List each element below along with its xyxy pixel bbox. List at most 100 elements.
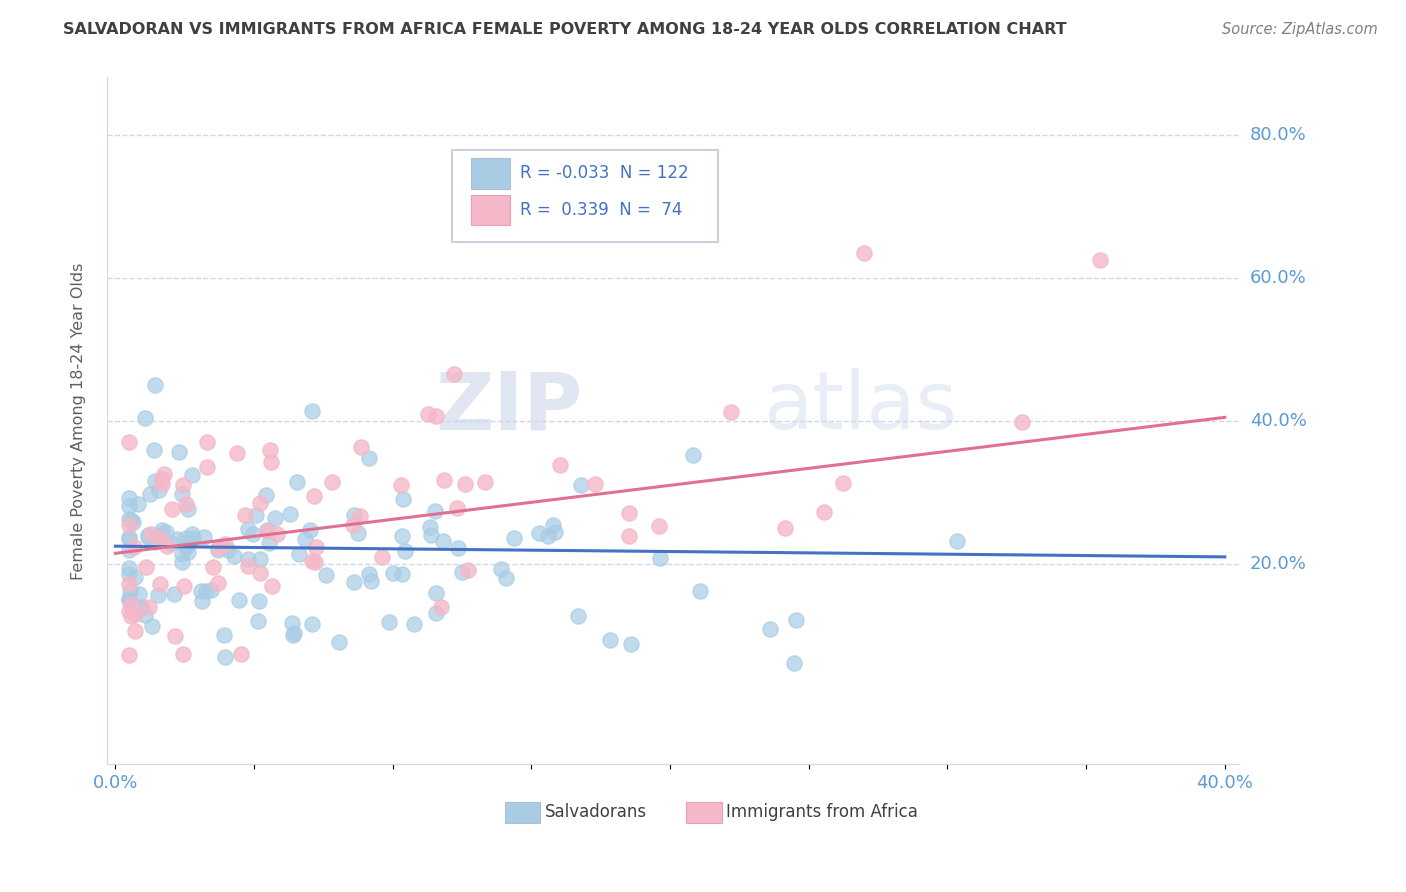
Point bbox=[163, 630, 186, 644]
Point bbox=[495, 571, 517, 585]
Point bbox=[120, 583, 142, 598]
Point bbox=[299, 523, 322, 537]
Point bbox=[212, 628, 235, 642]
Point bbox=[254, 487, 277, 501]
Point bbox=[418, 407, 440, 421]
Point bbox=[173, 579, 195, 593]
Point bbox=[541, 518, 564, 533]
Point bbox=[156, 539, 179, 553]
Point bbox=[177, 501, 200, 516]
Point bbox=[301, 617, 323, 632]
Point bbox=[360, 574, 382, 588]
Point bbox=[391, 528, 413, 542]
Point bbox=[139, 527, 162, 541]
Point bbox=[118, 491, 141, 506]
Point bbox=[302, 489, 325, 503]
Point bbox=[301, 554, 323, 568]
Point bbox=[120, 513, 142, 527]
Point bbox=[689, 583, 711, 598]
Point bbox=[166, 533, 188, 547]
Point bbox=[304, 555, 326, 569]
Point bbox=[425, 409, 447, 423]
Point bbox=[174, 497, 197, 511]
Point bbox=[775, 521, 797, 535]
Point bbox=[451, 565, 474, 579]
Point bbox=[138, 599, 160, 614]
Point bbox=[278, 507, 301, 521]
Point bbox=[537, 529, 560, 543]
Point bbox=[118, 576, 141, 591]
Point bbox=[571, 478, 593, 492]
Point bbox=[682, 448, 704, 462]
Point bbox=[118, 561, 141, 575]
Point bbox=[567, 608, 589, 623]
Point bbox=[180, 527, 202, 541]
Point bbox=[544, 525, 567, 540]
Text: R = -0.033  N = 122: R = -0.033 N = 122 bbox=[520, 164, 689, 182]
Point bbox=[118, 566, 141, 581]
Point bbox=[281, 615, 304, 630]
Point bbox=[118, 530, 141, 544]
Point bbox=[174, 540, 197, 554]
Point bbox=[347, 526, 370, 541]
Point bbox=[229, 647, 252, 661]
Point bbox=[350, 440, 373, 454]
Point bbox=[256, 523, 278, 537]
Point bbox=[118, 499, 141, 513]
Point bbox=[183, 531, 205, 545]
Point bbox=[160, 501, 183, 516]
Point bbox=[425, 586, 447, 600]
Point bbox=[149, 577, 172, 591]
Point bbox=[120, 609, 142, 624]
Point bbox=[402, 617, 425, 632]
Point bbox=[527, 526, 550, 541]
Text: R =  0.339  N =  74: R = 0.339 N = 74 bbox=[520, 201, 682, 219]
Point bbox=[620, 637, 643, 651]
Point bbox=[228, 593, 250, 607]
Point bbox=[118, 517, 141, 532]
Point bbox=[349, 509, 371, 524]
Point bbox=[146, 528, 169, 542]
Point bbox=[162, 587, 184, 601]
Point bbox=[262, 579, 284, 593]
Point bbox=[247, 593, 270, 607]
Point bbox=[782, 656, 804, 670]
Point bbox=[343, 574, 366, 589]
Point bbox=[235, 508, 257, 523]
Point bbox=[150, 477, 173, 491]
Text: atlas: atlas bbox=[763, 368, 957, 446]
Point bbox=[321, 475, 343, 490]
Point bbox=[1088, 252, 1111, 267]
Point bbox=[136, 530, 159, 544]
Point bbox=[134, 607, 156, 622]
FancyBboxPatch shape bbox=[453, 150, 718, 243]
Point bbox=[195, 583, 218, 598]
Point bbox=[141, 619, 163, 633]
Point bbox=[172, 478, 194, 492]
Point bbox=[249, 496, 271, 510]
Point bbox=[457, 563, 479, 577]
Point bbox=[394, 544, 416, 558]
Point bbox=[357, 450, 380, 465]
Point bbox=[148, 483, 170, 497]
Point bbox=[548, 458, 571, 472]
Point bbox=[1011, 415, 1033, 429]
FancyBboxPatch shape bbox=[471, 158, 510, 188]
Point bbox=[813, 505, 835, 519]
Y-axis label: Female Poverty Among 18-24 Year Olds: Female Poverty Among 18-24 Year Olds bbox=[72, 262, 86, 580]
FancyBboxPatch shape bbox=[471, 194, 510, 225]
Point bbox=[391, 567, 413, 582]
Point bbox=[172, 647, 194, 661]
Point bbox=[143, 474, 166, 488]
Point bbox=[583, 477, 606, 491]
Point bbox=[118, 532, 141, 546]
Point bbox=[214, 649, 236, 664]
Point bbox=[172, 547, 194, 561]
Point bbox=[214, 537, 236, 551]
Point bbox=[160, 536, 183, 550]
Text: Salvadorans: Salvadorans bbox=[546, 804, 647, 822]
Point bbox=[138, 487, 160, 501]
Point bbox=[118, 434, 141, 449]
Point bbox=[342, 517, 364, 532]
Text: SALVADORAN VS IMMIGRANTS FROM AFRICA FEMALE POVERTY AMONG 18-24 YEAR OLDS CORREL: SALVADORAN VS IMMIGRANTS FROM AFRICA FEM… bbox=[63, 22, 1067, 37]
